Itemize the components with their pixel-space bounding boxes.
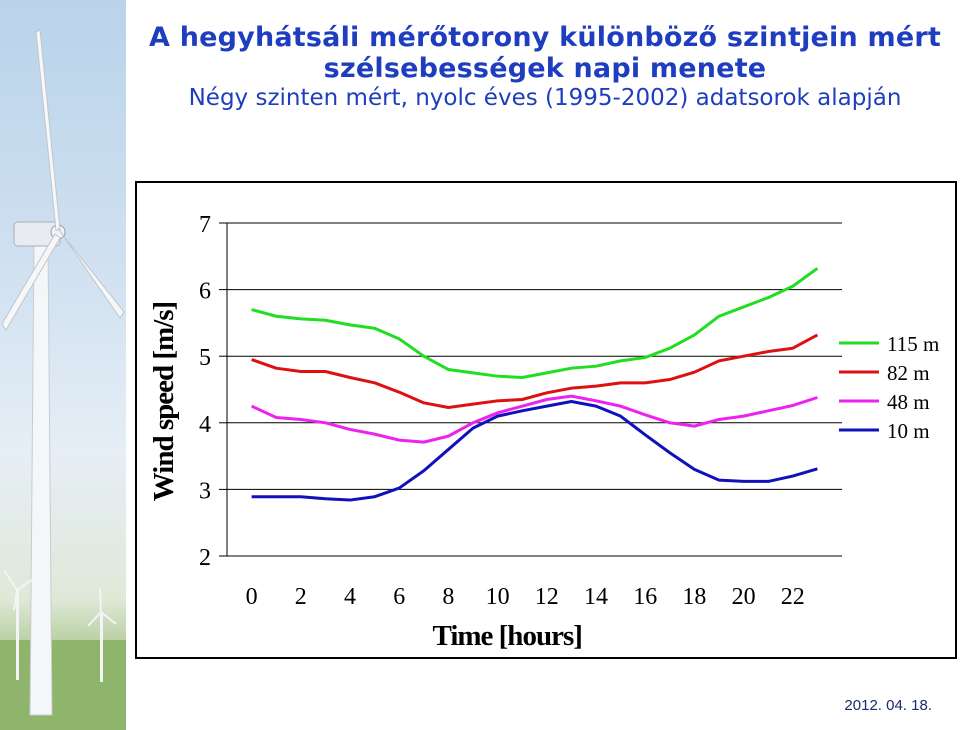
y-tick-label: 3 <box>199 478 211 504</box>
small-turbine-right <box>87 587 117 682</box>
page-subtitle: Négy szinten mért, nyolc éves (1995-2002… <box>188 85 902 111</box>
y-tick-label: 7 <box>199 212 211 238</box>
legend-label: 115 m <box>887 332 939 356</box>
turbine-blade-up <box>35 29 61 231</box>
turbine-blade-right <box>57 227 125 319</box>
y-tick-label: 5 <box>199 345 211 371</box>
x-tick-label: 12 <box>535 584 559 610</box>
x-tick-label: 4 <box>344 584 356 610</box>
series-line-4 <box>251 399 818 502</box>
x-tick-label: 18 <box>682 584 706 610</box>
header: A hegyhátsáli mérőtorony különböző szint… <box>130 22 960 112</box>
x-tick-label: 22 <box>781 584 805 610</box>
x-tick-label: 6 <box>393 584 405 610</box>
x-tick-label: 0 <box>246 584 258 610</box>
field-strip <box>0 640 126 730</box>
axes: 2 3 4 5 6 7 0 2 4 6 8 10 12 14 16 18 20 22 <box>199 212 805 610</box>
small-turbine-left <box>3 569 33 680</box>
footer-date: 2012. 04. 18. <box>844 697 932 714</box>
x-tick-label: 16 <box>633 584 657 610</box>
wind-turbine-photo <box>0 0 126 730</box>
x-axis-label: Time [hours] <box>433 620 582 652</box>
x-tick-label: 14 <box>584 584 608 610</box>
series-lines <box>250 267 819 502</box>
page-title: A hegyhátsáli mérőtorony különböző szint… <box>149 22 941 84</box>
legend: 115 m 82 m 48 m 10 m <box>839 332 939 443</box>
series-line-3 <box>250 394 818 444</box>
grid-lines <box>227 222 842 557</box>
x-tick-label: 2 <box>295 584 307 610</box>
y-tick-label: 6 <box>199 279 211 305</box>
series-line-2 <box>251 333 819 409</box>
series-line-1 <box>251 267 819 380</box>
legend-label: 10 m <box>887 419 930 443</box>
wind-turbine-illustration <box>0 29 126 730</box>
x-tick-label: 20 <box>732 584 756 610</box>
y-axis-label: Wind speed [m/s] <box>148 302 180 501</box>
turbine-blade-left <box>1 233 61 331</box>
x-tick-label: 10 <box>486 584 510 610</box>
y-tick-label: 2 <box>199 545 211 571</box>
y-tick-label: 4 <box>199 412 211 438</box>
legend-label: 48 m <box>887 390 930 414</box>
turbine-tower <box>29 239 53 716</box>
legend-label: 82 m <box>887 361 930 385</box>
x-tick-label: 8 <box>442 584 454 610</box>
